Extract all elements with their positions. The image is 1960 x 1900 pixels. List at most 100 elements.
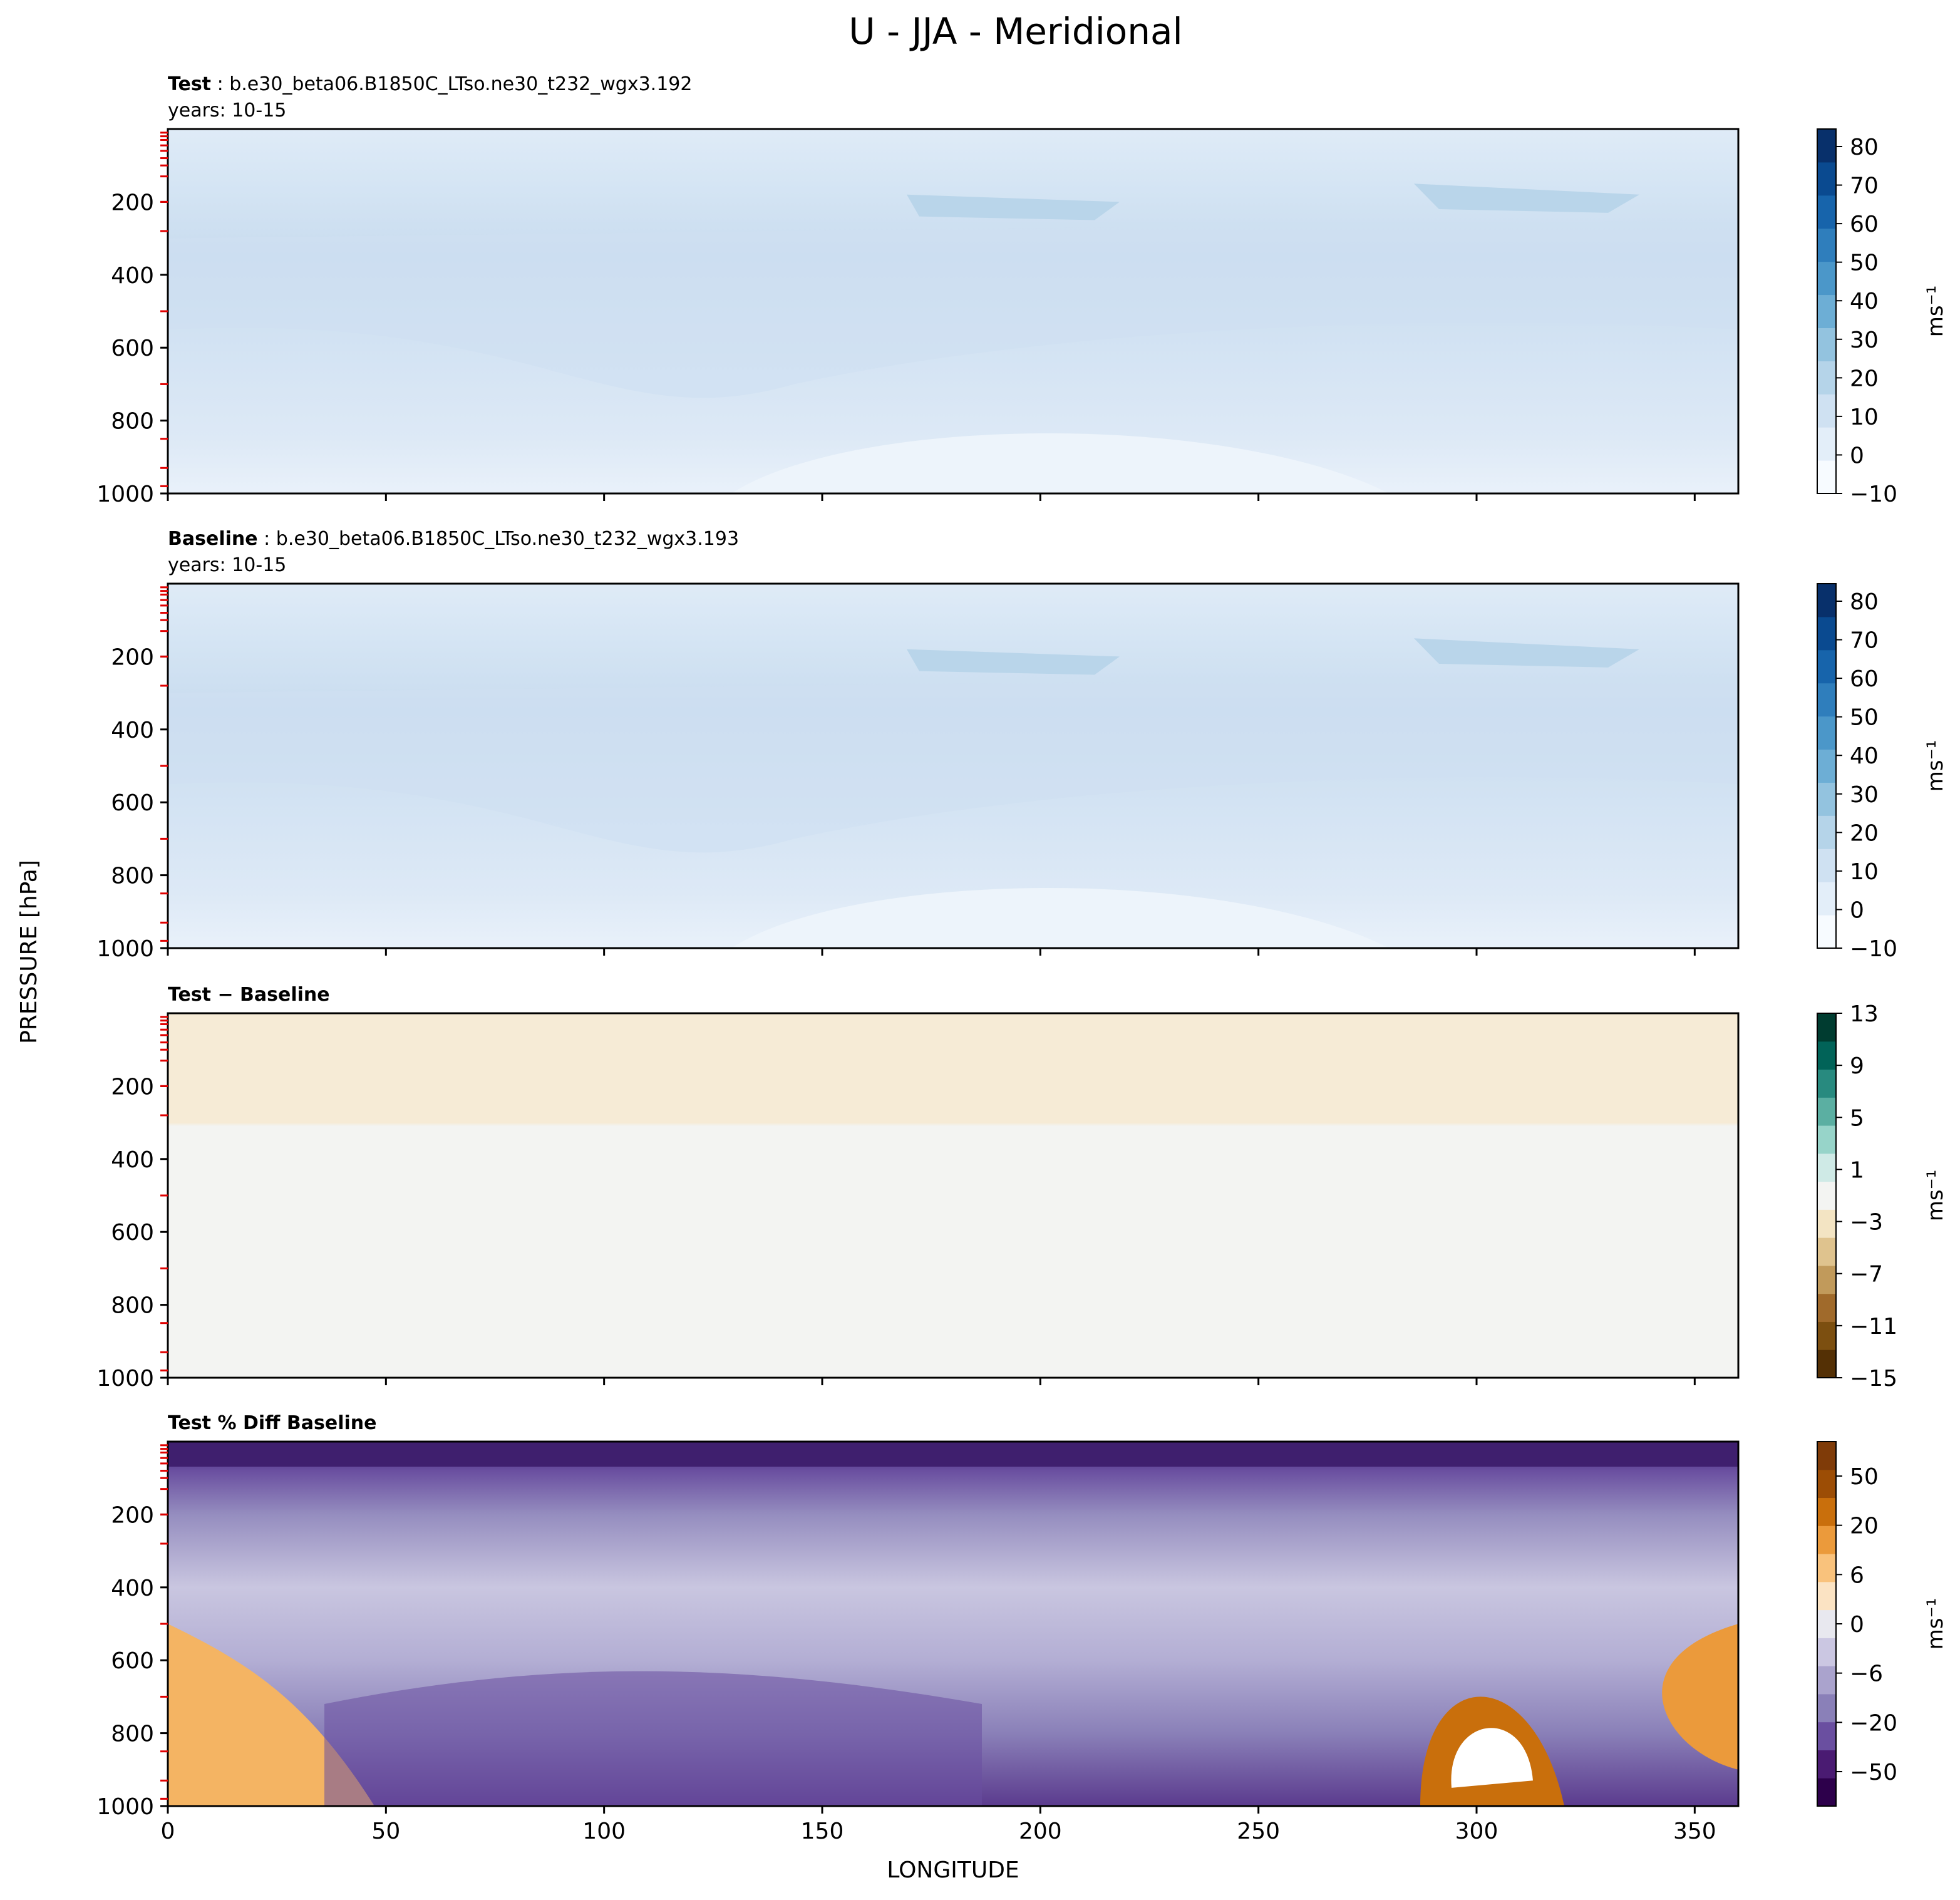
contour-field <box>168 1013 1738 1378</box>
figure-title: U - JJA - Meridional <box>848 10 1182 53</box>
masked-region <box>1451 1728 1533 1788</box>
colorbar-segment <box>1817 616 1836 651</box>
panel-subtitle: Test % Diff Baseline <box>168 1412 377 1434</box>
contour-band <box>168 220 1738 398</box>
jet-core <box>1414 638 1639 668</box>
colorbar-segment <box>1817 649 1836 684</box>
panel-name: Baseline <box>168 528 258 550</box>
colorbar-segment <box>1817 294 1836 328</box>
x-tick-label: 250 <box>1237 1819 1280 1844</box>
case-name: : b.e30_beta06.B1850C_LTso.ne30_t232_wgx… <box>211 73 692 95</box>
panels: Test : b.e30_beta06.B1850C_LTso.ne30_t23… <box>96 73 1948 1844</box>
panel-name: Test % Diff Baseline <box>168 1412 377 1434</box>
colorbar-tick-label: 1 <box>1850 1157 1864 1183</box>
negative-region <box>324 1671 982 1806</box>
colorbar-frame <box>1817 128 1837 494</box>
x-tick-label: 150 <box>801 1819 844 1844</box>
colorbar-segment <box>1817 1638 1836 1666</box>
colorbar-tick-label: 80 <box>1850 135 1879 160</box>
y-tick-label: 600 <box>111 336 154 361</box>
positive-region <box>1662 1624 1738 1770</box>
colorbar-segment <box>1817 1041 1836 1070</box>
colorbar-segment <box>1817 782 1836 816</box>
colorbar-segment <box>1817 328 1836 361</box>
contour-band <box>168 674 1738 853</box>
y-tick-label: 1000 <box>96 1794 154 1820</box>
colorbar-segment <box>1817 1209 1836 1238</box>
colorbar-tick-label: 50 <box>1850 250 1879 276</box>
colorbar-segment <box>1817 460 1836 494</box>
colorbar-tick-label: 60 <box>1850 666 1879 692</box>
colorbar-tick-label: 30 <box>1850 328 1879 353</box>
colorbar-label: ms⁻¹ <box>1923 1170 1948 1221</box>
colorbar-segment <box>1817 683 1836 717</box>
colorbar-segment <box>1817 1666 1836 1695</box>
case-name: : b.e30_beta06.B1850C_LTso.ne30_t232_wgx… <box>258 528 739 550</box>
colorbar-segment <box>1817 1469 1836 1499</box>
colorbar-segment <box>1817 1069 1836 1098</box>
y-tick-label: 800 <box>111 1293 154 1319</box>
colorbar-tick-label: 70 <box>1850 628 1879 654</box>
panel-subtitle: Baseline : b.e30_beta06.B1850C_LTso.ne30… <box>168 528 739 550</box>
colorbar-segment <box>1817 1097 1836 1126</box>
colorbar-tick-label: −10 <box>1850 482 1897 507</box>
colorbar-segment <box>1817 1265 1836 1294</box>
colorbar-segment <box>1817 162 1836 196</box>
colorbar-segment <box>1817 1693 1836 1723</box>
colorbar-segment <box>1817 1526 1836 1554</box>
y-tick-label: 400 <box>111 1147 154 1173</box>
colorbar-tick-label: −50 <box>1850 1760 1897 1785</box>
colorbar-label: ms⁻¹ <box>1923 740 1948 792</box>
contour-band <box>731 887 1389 948</box>
colorbar-tick-label: 20 <box>1850 366 1879 391</box>
y-tick-label: 800 <box>111 864 154 889</box>
colorbar-segment <box>1817 882 1836 916</box>
colorbar-tick-label: 5 <box>1850 1105 1864 1131</box>
x-tick-label: 350 <box>1673 1819 1716 1844</box>
colorbar-tick-label: 30 <box>1850 782 1879 808</box>
jet-core <box>907 194 1120 220</box>
y-tick-label: 800 <box>111 409 154 435</box>
colorbar-segment <box>1817 427 1836 461</box>
y-tick-label: 400 <box>111 263 154 289</box>
y-tick-label: 200 <box>111 644 154 670</box>
colorbar-tick-label: 9 <box>1850 1053 1864 1079</box>
colorbar-segment <box>1817 915 1836 949</box>
colorbar-segment <box>1817 1181 1836 1210</box>
colorbar-segment <box>1817 195 1836 229</box>
colorbar-segment <box>1817 1581 1836 1611</box>
colorbar-segment <box>1817 1722 1836 1750</box>
panel-name: Test <box>168 73 211 95</box>
colorbar-tick-label: 0 <box>1850 1612 1864 1638</box>
colorbar-tick-label: −10 <box>1850 936 1897 962</box>
y-axis-label: PRESSURE [hPa] <box>16 860 42 1044</box>
colorbar-segment <box>1817 1609 1836 1638</box>
colorbar-segment <box>1817 1321 1836 1350</box>
panel-3: Test − Baseline 200 400 600 800 1000 13 9 5 1 −3 −7… <box>96 984 1948 1391</box>
y-tick-label: 600 <box>111 1648 154 1674</box>
colorbar-tick-label: 70 <box>1850 173 1879 199</box>
colorbar-tick-label: 20 <box>1850 820 1879 846</box>
colorbar-segment <box>1817 1125 1836 1154</box>
colorbar-segment <box>1817 849 1836 882</box>
colorbar-segment <box>1817 1497 1836 1526</box>
y-tick-label: 800 <box>111 1722 154 1747</box>
jet-core <box>1414 183 1639 213</box>
colorbar-frame <box>1817 1013 1837 1378</box>
y-tick-label: 600 <box>111 790 154 816</box>
colorbar-segment <box>1817 394 1836 428</box>
colorbar-tick-label: 13 <box>1850 1001 1879 1027</box>
colorbar-segment <box>1817 1442 1836 1470</box>
colorbar-segment <box>1817 228 1836 262</box>
colorbar-tick-label: 6 <box>1850 1562 1864 1588</box>
panel-2: Baseline : b.e30_beta06.B1850C_LTso.ne30… <box>96 528 1948 962</box>
colorbar-tick-label: −11 <box>1850 1314 1897 1340</box>
colorbar-tick-label: 20 <box>1850 1514 1879 1539</box>
y-tick-label: 400 <box>111 1576 154 1601</box>
colorbar-segment <box>1817 1554 1836 1582</box>
colorbar-segment <box>1817 1013 1836 1042</box>
colorbar-tick-label: 10 <box>1850 859 1879 885</box>
positive-region <box>168 1624 374 1806</box>
